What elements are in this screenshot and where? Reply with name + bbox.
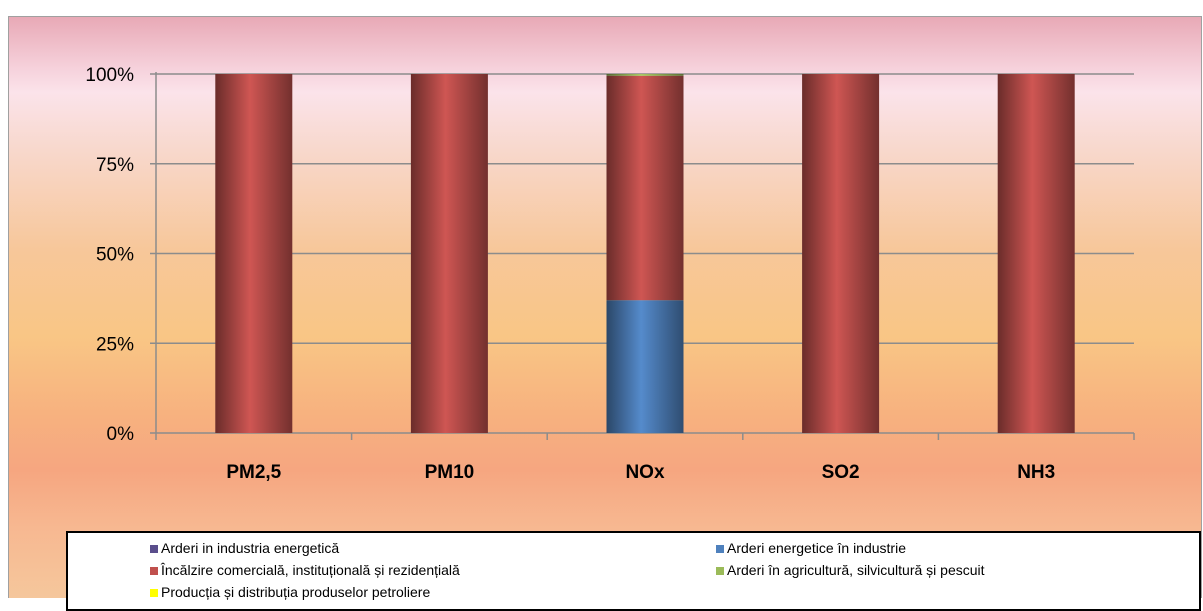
x-category-label: NH3 xyxy=(1017,462,1055,483)
bars xyxy=(215,74,1075,433)
y-tick-label: 25% xyxy=(96,334,134,355)
y-tick-label: 0% xyxy=(107,424,135,445)
legend-entry: Arderi in industria energetică xyxy=(150,540,339,556)
y-tick-label: 75% xyxy=(96,155,134,176)
bar-segment xyxy=(606,74,684,76)
bar-segment xyxy=(410,74,488,433)
y-tick-label: 100% xyxy=(85,65,134,86)
legend-label: Producția și distribuția produselor petr… xyxy=(161,584,431,600)
legend-label: Încălzire comercială, instituțională și … xyxy=(161,562,460,578)
bar-segment xyxy=(997,74,1075,433)
axis-labels: 0% 25% 50% 75% 100% PM2,5 PM10 NOx SO2 NH3 xyxy=(85,65,1055,483)
legend-label: Arderi energetice în industrie xyxy=(727,540,906,556)
legend: Arderi in industria energetică Arderi en… xyxy=(66,531,1201,611)
legend-entry: Încălzire comercială, instituțională și … xyxy=(150,562,460,578)
plot-area: 0% 25% 50% 75% 100% PM2,5 PM10 NOx SO2 NH3 xyxy=(85,65,1135,483)
legend-entry: Producția și distribuția produselor petr… xyxy=(150,584,430,600)
legend-swatch xyxy=(150,567,158,575)
legend-swatch xyxy=(716,545,724,553)
legend-entry: Arderi în agricultură, silvicultură și p… xyxy=(716,562,985,578)
legend-label: Arderi in industria energetică xyxy=(161,540,340,556)
bar-segment xyxy=(802,74,880,433)
legend-swatch xyxy=(716,567,724,575)
x-category-label: NOx xyxy=(625,462,665,483)
legend-swatch xyxy=(150,589,158,597)
legend-label: Arderi în agricultură, silvicultură și p… xyxy=(727,562,985,578)
x-category-label: PM2,5 xyxy=(226,462,281,483)
bar-segment xyxy=(606,300,684,433)
legend-entry: Arderi energetice în industrie xyxy=(716,540,906,556)
bar-segment xyxy=(606,75,684,301)
y-tick-label: 50% xyxy=(96,245,134,266)
legend-swatch xyxy=(150,545,158,553)
x-category-label: SO2 xyxy=(822,462,860,483)
bar-segment xyxy=(215,74,293,433)
x-category-label: PM10 xyxy=(425,462,475,483)
